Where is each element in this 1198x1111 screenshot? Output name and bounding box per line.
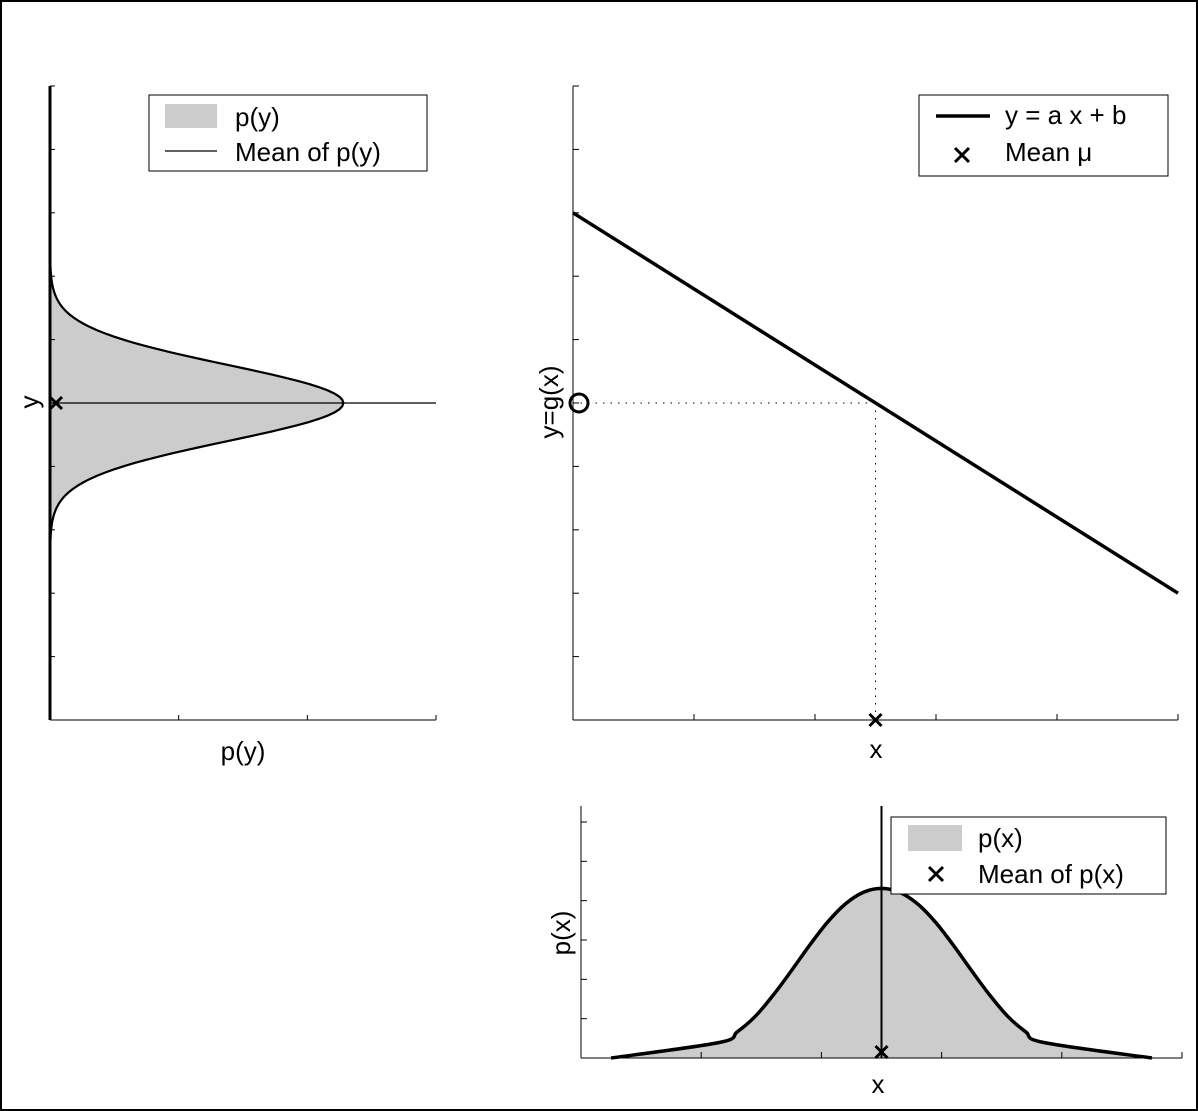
px-mean-x-stroke-b — [874, 1044, 889, 1060]
gx-mapped-point-marker — [568, 392, 590, 414]
px-legend-label-mean: Mean of p(x) — [978, 859, 1124, 889]
gx-mean-x-stroke-b — [868, 712, 883, 728]
gx-legend-x-marker — [953, 146, 971, 164]
px-x-axis-label: x — [872, 1069, 885, 1099]
px-legend-area-swatch — [908, 825, 962, 851]
gx-mean-marker — [868, 712, 883, 728]
gx-y-axis-label: y=g(x) — [534, 366, 564, 439]
gx-legend: y = a x + b Mean μ — [918, 94, 1169, 177]
gx-line-plot: x y=g(x) y = a x + b Mean μ — [534, 85, 1179, 764]
py-density-plot: p(y) y p(y) Mean of p(y) — [14, 85, 437, 766]
px-legend: p(x) Mean of p(x) — [890, 816, 1167, 895]
px-mean-marker — [874, 1044, 889, 1060]
gx-legend-label-mean: Mean μ — [1005, 137, 1092, 167]
py-legend: p(y) Mean of p(y) — [148, 94, 428, 172]
px-density-plot: x p(x) p(x) Mean of p(x) — [546, 806, 1183, 1099]
py-mean-x-stroke-b — [48, 395, 64, 411]
gx-x-axis-label: x — [870, 734, 883, 764]
py-mean-marker — [48, 395, 64, 411]
py-legend-label-mean: Mean of p(y) — [235, 137, 381, 167]
gx-legend-box — [918, 94, 1169, 177]
py-legend-label-area: p(y) — [235, 102, 280, 132]
py-y-axis-label: y — [14, 396, 44, 409]
px-legend-label-area: p(x) — [978, 823, 1023, 853]
gx-series-line — [572, 211, 1179, 595]
py-x-axis-label: p(y) — [221, 736, 266, 766]
py-legend-area-swatch — [165, 104, 217, 128]
gx-legend-label-line: y = a x + b — [1005, 100, 1126, 130]
px-legend-x-marker — [927, 865, 945, 883]
px-y-axis-label: p(x) — [546, 911, 576, 956]
